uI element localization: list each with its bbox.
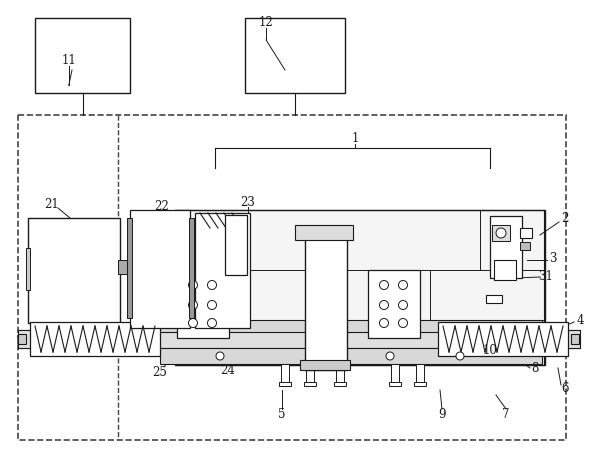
Text: 12: 12 xyxy=(259,16,273,29)
Text: 21: 21 xyxy=(45,198,59,211)
Bar xyxy=(486,295,502,303)
Bar xyxy=(189,218,194,318)
Text: 5: 5 xyxy=(278,408,286,422)
Bar xyxy=(195,213,250,328)
Text: 3: 3 xyxy=(549,252,557,265)
Bar xyxy=(334,382,346,386)
Bar xyxy=(18,330,580,348)
Circle shape xyxy=(380,281,389,290)
Bar xyxy=(389,382,401,386)
Circle shape xyxy=(306,352,314,360)
Circle shape xyxy=(496,228,506,238)
Circle shape xyxy=(188,300,197,309)
Text: 1: 1 xyxy=(351,131,359,145)
Text: 23: 23 xyxy=(240,195,255,209)
Circle shape xyxy=(380,300,389,309)
Text: 9: 9 xyxy=(438,408,446,422)
Text: 31: 31 xyxy=(539,270,553,284)
Bar xyxy=(245,18,345,93)
Circle shape xyxy=(380,318,389,327)
Circle shape xyxy=(398,318,407,327)
Bar xyxy=(225,215,247,275)
Bar xyxy=(281,364,289,386)
Bar xyxy=(118,260,130,274)
Bar xyxy=(175,210,545,365)
Bar xyxy=(28,218,120,323)
Circle shape xyxy=(456,352,464,360)
Bar xyxy=(26,248,30,290)
Bar xyxy=(130,210,190,328)
Bar xyxy=(300,360,350,370)
Bar xyxy=(160,320,542,332)
Bar xyxy=(336,364,344,386)
Text: 24: 24 xyxy=(221,364,236,376)
Bar xyxy=(520,228,532,238)
Text: 8: 8 xyxy=(531,362,539,374)
Bar xyxy=(177,270,229,338)
Text: 11: 11 xyxy=(62,54,76,67)
Bar xyxy=(414,382,426,386)
Bar xyxy=(368,270,420,338)
Bar xyxy=(520,242,530,250)
Text: 7: 7 xyxy=(502,408,509,422)
Bar xyxy=(279,382,291,386)
Bar xyxy=(295,225,353,240)
Bar xyxy=(18,115,566,440)
Bar xyxy=(30,322,160,356)
Bar xyxy=(306,364,314,386)
Text: 25: 25 xyxy=(152,365,167,379)
Bar xyxy=(438,322,568,356)
Bar xyxy=(305,230,347,370)
Circle shape xyxy=(208,318,216,327)
Bar xyxy=(391,364,399,386)
Bar xyxy=(18,334,26,344)
Circle shape xyxy=(386,352,394,360)
Bar xyxy=(35,18,130,93)
Bar xyxy=(490,216,522,278)
Circle shape xyxy=(208,300,216,309)
Circle shape xyxy=(188,281,197,290)
Circle shape xyxy=(398,281,407,290)
Circle shape xyxy=(216,352,224,360)
Bar xyxy=(494,260,516,280)
Bar xyxy=(160,348,542,364)
Text: 6: 6 xyxy=(562,382,569,395)
Text: 2: 2 xyxy=(562,211,569,225)
Bar xyxy=(492,225,510,241)
Bar xyxy=(571,334,579,344)
Bar xyxy=(304,382,316,386)
Bar xyxy=(416,364,424,386)
Circle shape xyxy=(398,300,407,309)
Bar xyxy=(127,218,132,318)
Text: 10: 10 xyxy=(483,343,498,357)
Text: 22: 22 xyxy=(155,200,169,212)
Circle shape xyxy=(188,318,197,327)
Text: 4: 4 xyxy=(576,314,584,326)
Circle shape xyxy=(208,281,216,290)
